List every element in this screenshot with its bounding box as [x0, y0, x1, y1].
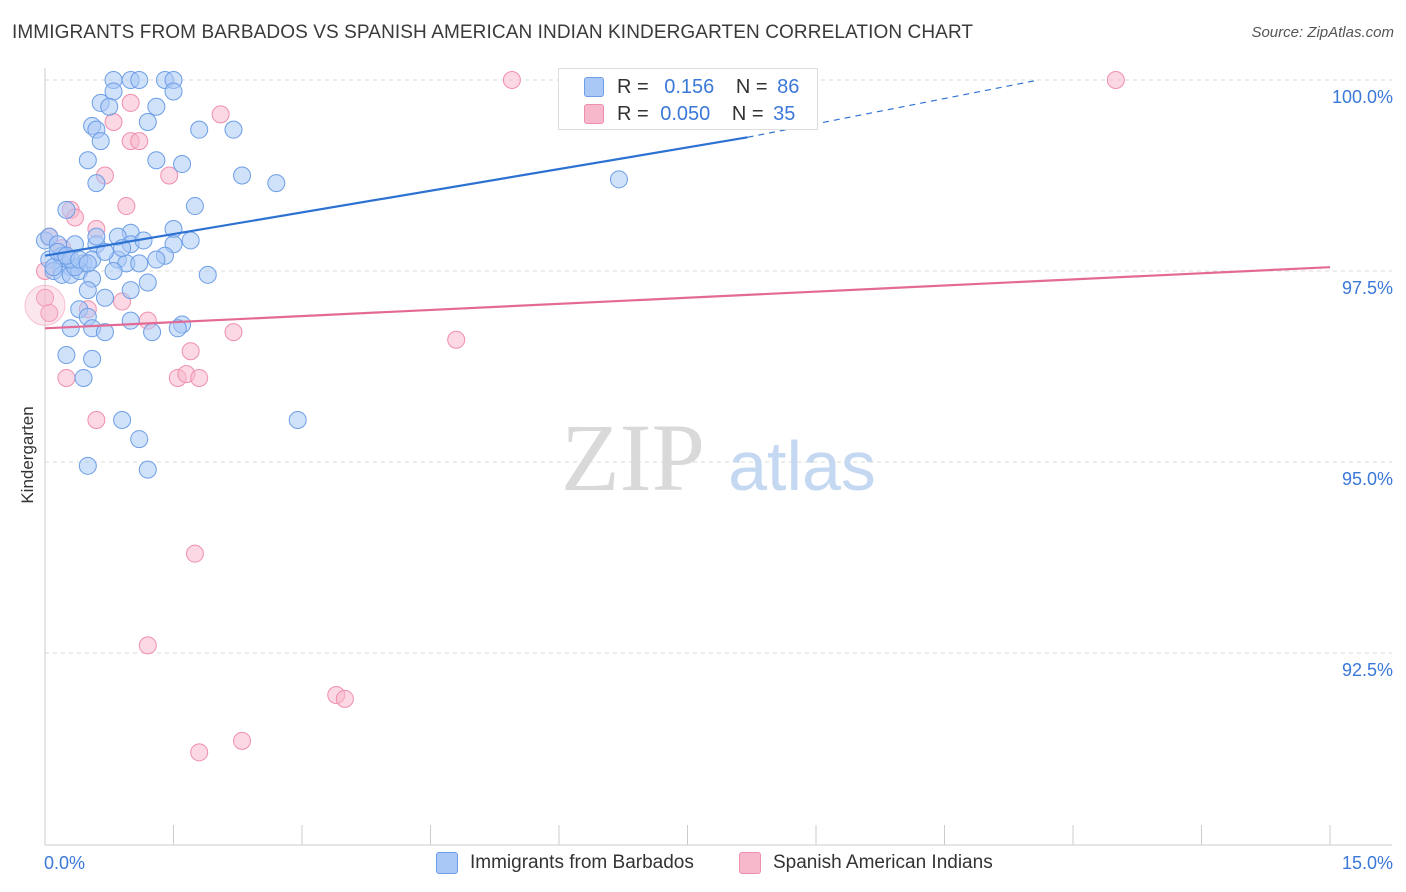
data-point-pink	[185, 544, 204, 563]
data-point-blue	[87, 174, 106, 193]
trend-line-pink	[44, 266, 1331, 330]
data-point-blue	[164, 82, 183, 101]
grid-lines	[45, 79, 1392, 654]
data-point-blue	[185, 197, 204, 216]
data-point-blue	[78, 456, 97, 475]
bottom-legend-label-pink: Spanish American Indians	[773, 852, 993, 873]
data-point-blue	[130, 430, 149, 449]
data-point-pink	[224, 323, 243, 342]
data-point-pink	[233, 731, 252, 750]
chart-title: IMMIGRANTS FROM BARBADOS VS SPANISH AMER…	[12, 22, 974, 43]
data-point-pink	[104, 113, 123, 132]
data-point-blue	[267, 174, 286, 193]
data-point-pink	[117, 197, 136, 216]
data-point-blue	[190, 120, 209, 139]
data-point-blue	[147, 97, 166, 116]
data-point-blue	[288, 410, 307, 429]
data-point-blue	[78, 254, 97, 273]
data-point-blue	[95, 323, 114, 342]
watermark: ZIP atlas	[561, 404, 876, 511]
data-point-pink	[190, 368, 209, 387]
data-point-blue	[143, 323, 162, 342]
data-point-pink	[138, 636, 157, 655]
data-point-blue	[91, 132, 110, 151]
legend-n-label: N =	[731, 102, 764, 125]
data-point-blue	[100, 97, 119, 116]
watermark-zip: ZIP	[561, 404, 705, 511]
source-credit: Source: ZipAtlas.com	[1251, 24, 1394, 41]
data-point-blue	[57, 346, 76, 365]
data-point-pink	[87, 410, 106, 429]
data-point-blue	[87, 227, 106, 246]
data-point-pink	[190, 743, 209, 762]
data-point-pink	[130, 132, 149, 151]
bottom-legend-swatch-blue	[436, 852, 458, 874]
data-point-blue	[130, 254, 149, 273]
data-point-blue	[609, 170, 628, 189]
watermark-atlas: atlas	[728, 427, 876, 505]
data-point-blue	[138, 113, 157, 132]
data-point-blue	[224, 120, 243, 139]
y-tick-label: 95.0%	[1342, 469, 1393, 489]
data-point-blue	[57, 200, 76, 219]
data-point-pink	[502, 71, 521, 89]
data-point-pink	[57, 368, 76, 387]
trend-line-blue	[44, 136, 748, 257]
legend-r-label: R =	[617, 102, 649, 125]
data-point-blue	[121, 311, 140, 330]
legend-pink-n: 35	[773, 102, 796, 125]
y-tick-label: 100.0%	[1332, 87, 1393, 107]
legend-swatch-pink	[584, 104, 604, 124]
data-point-pink	[121, 93, 140, 112]
data-point-blue	[233, 166, 252, 185]
x-tick-label: 0.0%	[44, 853, 85, 873]
legend-pink-r: 0.050	[660, 102, 711, 125]
legend-n-label: N =	[735, 75, 768, 98]
data-point-pink	[211, 105, 230, 124]
x-tick-label: 15.0%	[1342, 853, 1393, 873]
data-point-blue	[147, 151, 166, 170]
data-point-blue	[138, 460, 157, 479]
tick-labels: 92.5% 95.0% 97.5% 100.0% 0.0% 15.0%	[44, 87, 1393, 873]
bottom-legend-label-blue: Immigrants from Barbados	[470, 852, 694, 873]
data-point-pink	[447, 330, 466, 349]
data-point-pink	[181, 342, 200, 361]
data-point-blue	[74, 368, 93, 387]
data-point-blue	[147, 250, 166, 269]
y-tick-label: 97.5%	[1342, 278, 1393, 298]
data-point-pink	[160, 166, 179, 185]
legend-r-label: R =	[617, 75, 649, 98]
data-point-pink	[40, 304, 59, 323]
bottom-legend-swatch-pink	[739, 852, 761, 874]
data-point-blue	[78, 151, 97, 170]
data-point-blue	[95, 242, 114, 261]
bottom-legend-pink: Spanish American Indians	[739, 852, 993, 874]
data-point-blue	[181, 231, 200, 250]
data-point-blue	[173, 155, 192, 174]
data-point-blue	[168, 319, 187, 338]
data-point-blue	[104, 262, 123, 280]
y-tick-label: 92.5%	[1342, 660, 1393, 680]
bottom-legend-blue: Immigrants from Barbados	[436, 852, 694, 874]
data-point-pink	[1106, 71, 1125, 89]
data-point-blue	[95, 288, 114, 307]
series-blue-points	[36, 71, 628, 479]
legend-swatch-blue	[584, 77, 604, 97]
data-point-blue	[78, 281, 97, 300]
data-point-blue	[121, 281, 140, 300]
data-point-blue	[130, 71, 149, 89]
data-point-blue	[83, 349, 102, 368]
legend-blue-n: 86	[777, 75, 800, 98]
legend-box: R = 0.156 N = 86 R = 0.050 N = 35	[558, 68, 818, 130]
axes	[44, 68, 1392, 846]
data-point-blue	[198, 265, 217, 284]
data-point-blue	[113, 410, 132, 429]
data-point-pink	[24, 284, 66, 326]
data-point-pink	[335, 689, 354, 708]
legend-blue-r: 0.156	[664, 75, 715, 98]
data-point-blue	[138, 273, 157, 292]
